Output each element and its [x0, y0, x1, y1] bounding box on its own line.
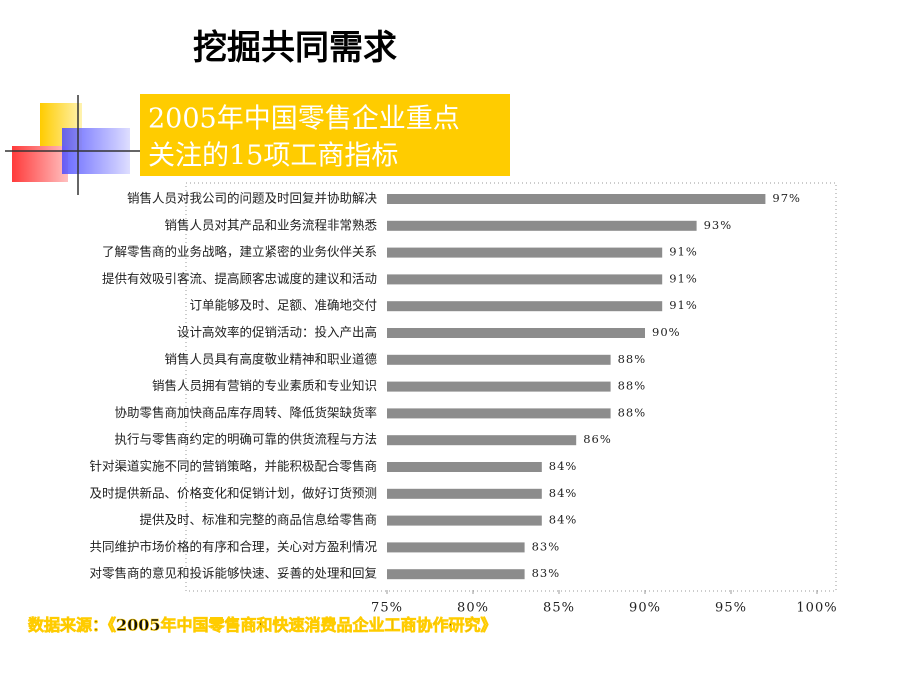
bar [387, 328, 645, 338]
value-label: 84% [549, 513, 578, 527]
bar [387, 542, 525, 553]
category-label: 了解零售商的业务战略，建立紧密的业务伙伴关系 [102, 244, 377, 259]
x-tick-label: 75% [371, 601, 403, 616]
value-label: 88% [618, 379, 647, 393]
category-label: 销售人员具有高度敬业精神和职业道德 [164, 351, 377, 366]
x-tick-label: 100% [796, 601, 837, 616]
category-label: 针对渠道实施不同的营销策略，并能积极配合零售商 [89, 459, 377, 474]
value-label: 84% [549, 486, 578, 500]
title: 挖掘共同需求 [193, 28, 397, 68]
x-tick-label: 95% [715, 601, 747, 616]
category-label: 协助零售商加快商品库存周转、降低货架缺货率 [114, 405, 377, 420]
category-label: 对零售商的意见和投诉能够快速、妥善的处理和回复 [89, 566, 377, 581]
value-label: 90% [652, 325, 681, 339]
bar [387, 381, 611, 392]
category-label: 销售人员拥有营销的专业素质和专业知识 [152, 378, 377, 393]
value-label: 83% [532, 566, 561, 580]
category-label: 提供及时、标准和完整的商品信息给零售商 [139, 512, 377, 527]
value-label: 83% [532, 539, 561, 553]
plot-frame [185, 182, 837, 592]
value-label: 97% [772, 191, 801, 205]
category-label: 销售人员对我公司的问题及时回复并协助解决 [127, 191, 378, 206]
bar [387, 354, 611, 365]
category-label: 提供有效吸引客流、提高顾客忠诚度的建议和活动 [102, 271, 377, 286]
category-label: 订单能够及时、足额、准确地交付 [189, 298, 377, 313]
value-label: 86% [583, 432, 612, 446]
bar [387, 194, 766, 204]
bar [387, 488, 542, 499]
category-label: 设计高效率的促销活动：投入产出高 [177, 325, 377, 340]
bar [387, 247, 663, 258]
category-label: 销售人员对其产品和业务流程非常熟悉 [164, 217, 377, 232]
x-tick-label: 85% [543, 601, 575, 616]
bar [387, 462, 542, 472]
x-tick-label: 90% [629, 601, 661, 616]
deco-red [12, 146, 68, 182]
bar [387, 435, 577, 446]
value-label: 91% [669, 271, 698, 285]
subtitle-box [140, 94, 510, 176]
bar [387, 569, 525, 580]
bar [387, 274, 663, 285]
category-label: 共同维护市场价格的有序和合理，关心对方盈利情况 [89, 539, 377, 554]
subtitle: 2005年中国零售企业重点 [148, 104, 460, 135]
value-label: 88% [618, 352, 647, 366]
category-label: 及时提供新品、价格变化和促销计划，做好订货预测 [89, 485, 377, 500]
value-label: 88% [618, 405, 647, 419]
bar [387, 220, 697, 231]
category-label: 执行与零售商约定的明确可靠的供货流程与方法 [114, 432, 377, 447]
subtitle: 关注的15项工商指标 [148, 141, 398, 172]
value-label: 84% [549, 459, 578, 473]
value-label: 91% [669, 245, 698, 259]
source: 数据来源：《2005年中国零售商和快速消费品企业工商协作研究》 [28, 616, 497, 635]
bar [387, 408, 611, 419]
bar [387, 515, 542, 526]
value-label: 91% [669, 298, 698, 312]
bar [387, 301, 663, 312]
x-tick-label: 80% [457, 601, 489, 616]
value-label: 93% [704, 218, 733, 232]
